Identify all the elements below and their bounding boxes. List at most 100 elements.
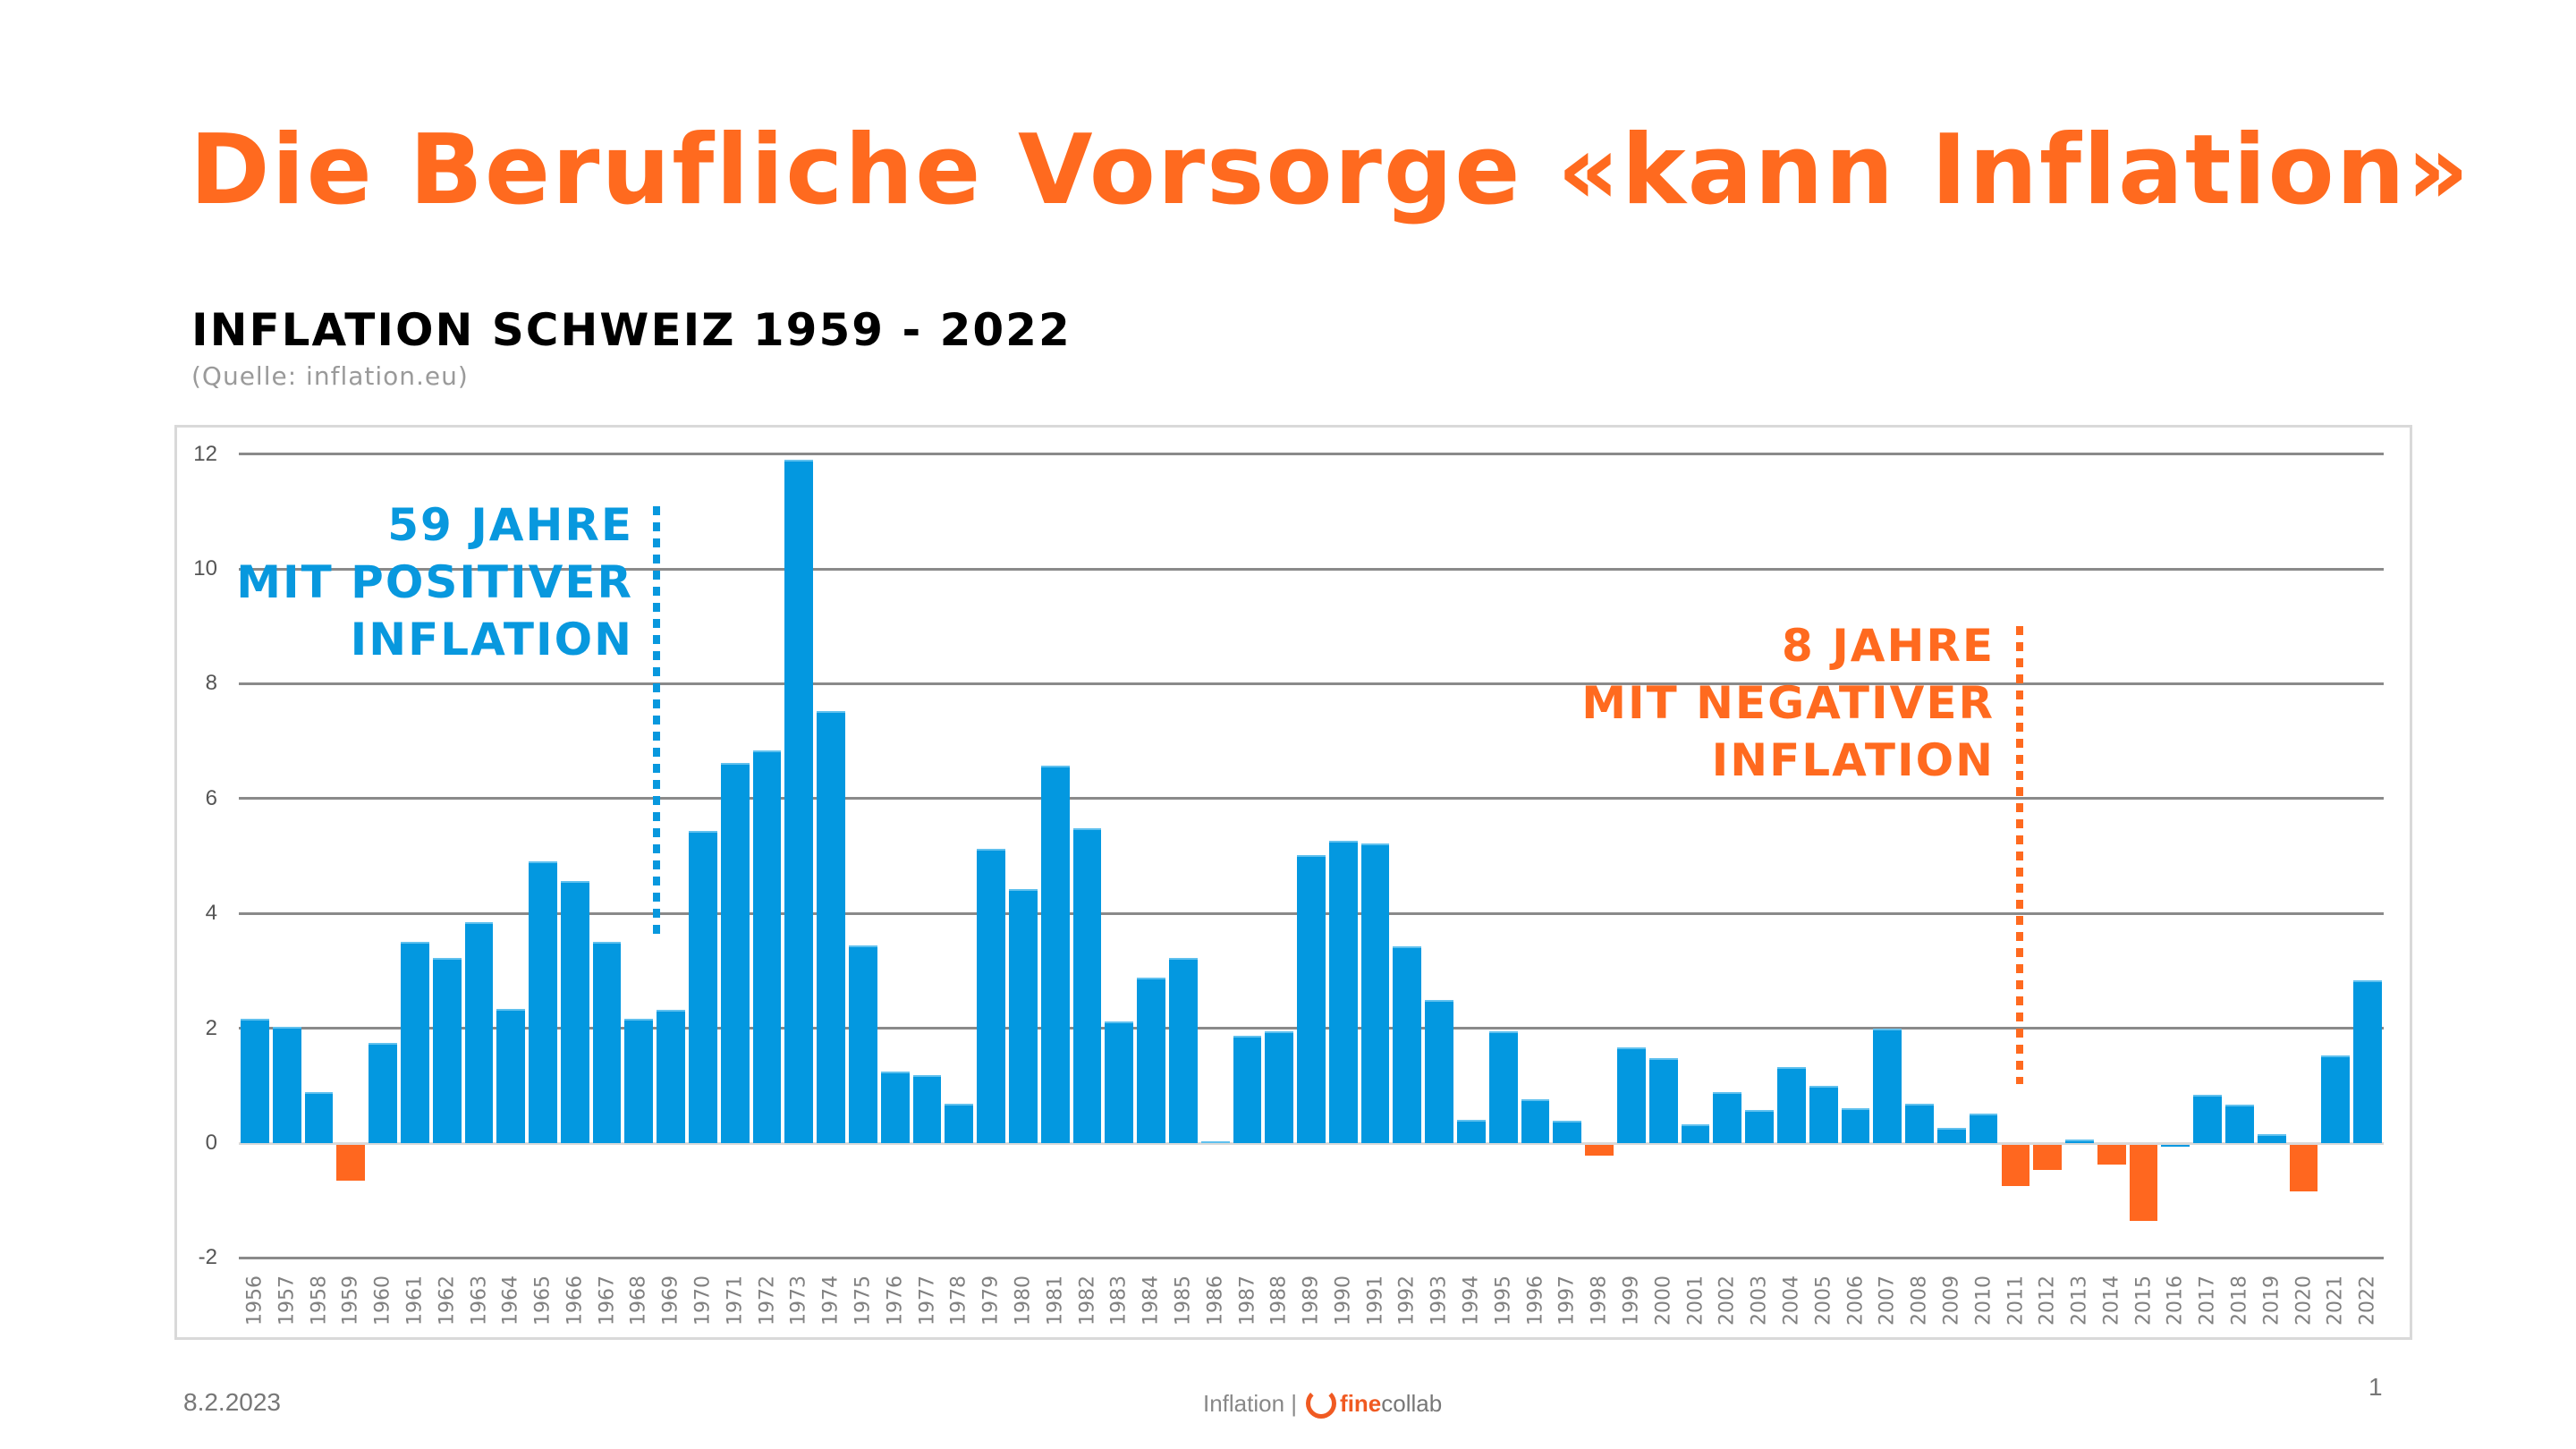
zero-axis-line <box>239 1142 2384 1145</box>
x-tick-label: 2001 <box>1680 1270 1712 1326</box>
gridline <box>239 453 2384 456</box>
x-tick-text: 2020 <box>2292 1275 2316 1326</box>
y-tick-label: 8 <box>205 671 217 696</box>
x-tick-label: 1964 <box>495 1270 527 1326</box>
x-tick-text: 2004 <box>1780 1275 1803 1326</box>
x-tick-text: 1987 <box>1236 1275 1259 1326</box>
y-tick-label: 4 <box>205 901 217 926</box>
x-tick-text: 2000 <box>1652 1275 1675 1326</box>
x-tick-label: 1988 <box>1263 1270 1295 1326</box>
x-tick-label: 1983 <box>1103 1270 1135 1326</box>
bar-2017 <box>2193 1095 2223 1143</box>
x-tick-label: 2017 <box>2191 1270 2224 1326</box>
x-tick-text: 1973 <box>787 1275 810 1326</box>
bar-1960 <box>369 1042 397 1143</box>
x-tick-label: 1997 <box>1551 1270 1583 1326</box>
x-tick-text: 1983 <box>1107 1275 1131 1326</box>
x-tick-text: 1994 <box>1460 1275 1483 1326</box>
x-tick-text: 1986 <box>1204 1275 1227 1326</box>
y-tick-label: 6 <box>205 785 217 810</box>
bar-1970 <box>689 830 717 1143</box>
bar-1991 <box>1360 843 1390 1143</box>
x-tick-label: 1965 <box>527 1270 559 1326</box>
brand-logo: fine collab <box>1306 1388 1442 1419</box>
annotation-line: 8 JAHRE <box>1782 620 1995 672</box>
x-tick-label: 1957 <box>271 1270 303 1326</box>
x-tick-text: 2007 <box>1876 1275 1899 1326</box>
x-tick-label: 1963 <box>463 1270 496 1326</box>
bar-1996 <box>1521 1098 1550 1143</box>
x-tick-label: 1979 <box>975 1270 1007 1326</box>
bar-1964 <box>496 1008 526 1143</box>
x-tick-text: 1965 <box>531 1275 555 1326</box>
x-tick-text: 2022 <box>2356 1275 2379 1326</box>
gridline <box>239 682 2384 685</box>
x-tick-text: 1993 <box>1428 1275 1451 1326</box>
x-tick-text: 1975 <box>852 1275 875 1326</box>
bar-2007 <box>1873 1029 1902 1143</box>
x-tick-label: 1993 <box>1423 1270 1455 1326</box>
x-tick-text: 1957 <box>275 1275 299 1326</box>
bar-1999 <box>1617 1047 1646 1143</box>
x-tick-label: 2010 <box>1968 1270 2000 1326</box>
x-tick-text: 2006 <box>1844 1275 1868 1326</box>
bar-2012 <box>2033 1145 2063 1171</box>
x-tick-label: 2000 <box>1648 1270 1680 1326</box>
x-tick-label: 2011 <box>2000 1270 2032 1326</box>
bar-1975 <box>849 945 877 1143</box>
bar-1973 <box>784 460 814 1143</box>
bar-1990 <box>1328 841 1358 1143</box>
x-tick-label: 1969 <box>655 1270 687 1326</box>
x-tick-text: 2008 <box>1908 1275 1931 1326</box>
x-tick-text: 1982 <box>1076 1275 1099 1326</box>
bar-1998 <box>1585 1145 1614 1156</box>
x-tick-text: 1984 <box>1140 1275 1163 1326</box>
brand-fine: fine <box>1340 1389 1382 1417</box>
x-tick-label: 2004 <box>1775 1270 1808 1326</box>
footer-center: Inflation | fine collab <box>1203 1388 1442 1419</box>
gridline <box>239 1256 2384 1259</box>
x-tick-text: 2013 <box>2068 1275 2091 1326</box>
x-tick-label: 1987 <box>1232 1270 1264 1326</box>
bar-1978 <box>945 1104 974 1143</box>
x-tick-text: 2021 <box>2324 1275 2347 1326</box>
y-tick-label: 10 <box>193 556 217 580</box>
x-tick-text: 2016 <box>2164 1275 2187 1326</box>
x-tick-text: 2009 <box>1940 1275 1963 1326</box>
x-tick-text: 1988 <box>1267 1275 1291 1326</box>
x-tick-text: 2017 <box>2196 1275 2219 1326</box>
bar-1967 <box>592 942 622 1143</box>
slide-title: Die Berufliche Vorsorge «kann Inflation» <box>190 114 2471 226</box>
x-tick-text: 1956 <box>243 1275 267 1326</box>
bar-1956 <box>241 1018 269 1143</box>
x-tick-label: 1971 <box>719 1270 751 1326</box>
x-tick-label: 1972 <box>751 1270 784 1326</box>
bar-2002 <box>1713 1091 1742 1143</box>
x-tick-text: 1997 <box>1555 1275 1579 1326</box>
bar-2006 <box>1841 1108 1870 1143</box>
chart-title: INFLATION SCHWEIZ 1959 - 2022 <box>191 304 1072 356</box>
bar-1972 <box>752 750 782 1143</box>
x-tick-text: 2015 <box>2132 1275 2156 1326</box>
bar-2018 <box>2225 1104 2254 1143</box>
x-tick-text: 1990 <box>1332 1275 1355 1326</box>
x-tick-text: 1969 <box>659 1275 682 1326</box>
bar-1976 <box>880 1071 910 1143</box>
annotation-line: MIT POSITIVER <box>236 556 633 608</box>
annotation-positive-inflation: 59 JAHRE MIT POSITIVER INFLATION <box>236 496 633 668</box>
bar-1984 <box>1137 978 1165 1143</box>
x-tick-label: 1968 <box>623 1270 655 1326</box>
x-tick-label: 1977 <box>911 1270 944 1326</box>
x-tick-text: 1995 <box>1492 1275 1515 1326</box>
x-tick-text: 1992 <box>1395 1275 1419 1326</box>
bar-1983 <box>1105 1021 1134 1143</box>
bar-1985 <box>1168 957 1198 1143</box>
x-tick-text: 2019 <box>2260 1275 2284 1326</box>
x-tick-label: 1974 <box>815 1270 847 1326</box>
x-tick-label: 2009 <box>1936 1270 1968 1326</box>
bar-2014 <box>2097 1145 2126 1165</box>
bar-1986 <box>1200 1141 1230 1143</box>
bar-2000 <box>1648 1057 1678 1143</box>
footer-date: 8.2.2023 <box>183 1388 281 1416</box>
x-tick-text: 2003 <box>1748 1275 1771 1326</box>
